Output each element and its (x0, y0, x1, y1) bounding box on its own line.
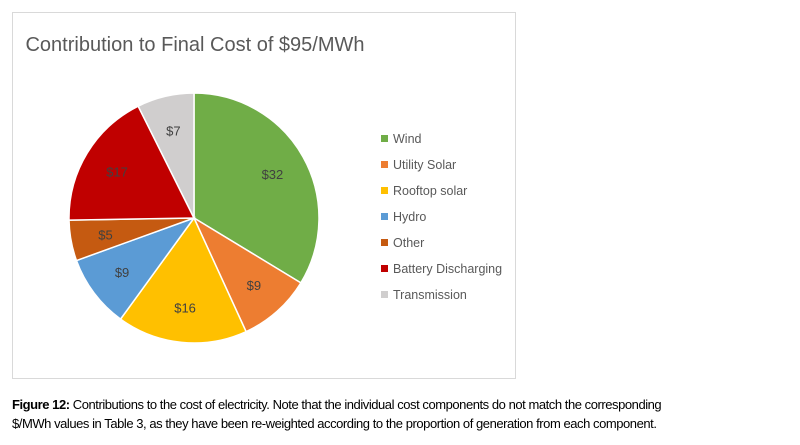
pie-slice-wind (193, 92, 320, 284)
chart-title: Contribution to Final Cost of $95/MWh (25, 34, 364, 56)
legend-entry: Wind (393, 132, 422, 146)
data-label: $32 (262, 167, 284, 182)
legend-marker (381, 265, 388, 272)
data-label: $16 (174, 301, 196, 316)
legend-entry: Battery Discharging (393, 262, 502, 276)
pie-slice-rooftop-solar (119, 216, 248, 344)
legend-entry: Utility Solar (393, 158, 456, 172)
legend-marker (381, 239, 388, 246)
legend-entry: Transmission (393, 288, 467, 302)
data-label: $9 (115, 265, 129, 280)
legend-marker (381, 291, 388, 298)
pie-slice-transmission (137, 92, 195, 219)
legend-entry: Hydro (393, 210, 426, 224)
caption-text-1: Contributions to the cost of electricity… (69, 397, 662, 412)
figure-caption-line-2: $/MWh values in Table 3, as they have be… (12, 416, 800, 431)
legend-entry: Rooftop solar (393, 184, 467, 198)
figure-caption-line-1: Figure 12: Contributions to the cost of … (12, 397, 800, 412)
legend-marker (381, 135, 388, 142)
data-label: $7 (166, 123, 180, 138)
caption-figure-number: Figure 12: (12, 397, 70, 412)
chart-area: Contribution to Final Cost of $95/MWh $3… (12, 12, 516, 379)
caption-text-2: $/MWh values in Table 3, as they have be… (12, 416, 657, 431)
data-label: $9 (247, 278, 261, 293)
legend-marker (381, 187, 388, 194)
pie-chart: Contribution to Final Cost of $95/MWh $3… (25, 34, 502, 344)
data-label: $5 (98, 227, 112, 242)
legend-marker (381, 161, 388, 168)
legend-marker (381, 213, 388, 220)
pie-slice-battery-discharging (68, 105, 196, 221)
legend-entry: Other (393, 236, 424, 250)
data-label: $17 (106, 164, 128, 179)
